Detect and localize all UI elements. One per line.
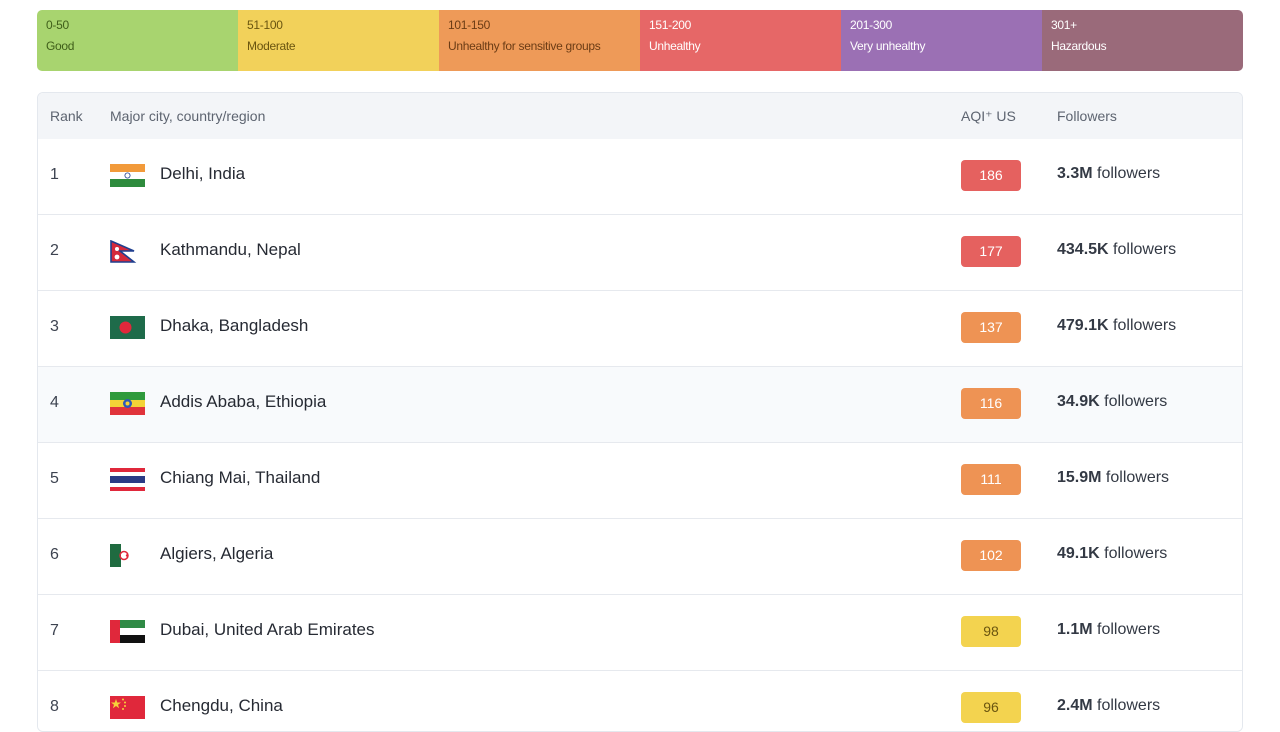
followers-number: 479.1K [1057,317,1109,334]
rank-value: 2 [50,242,59,259]
aqi-category: Good [46,39,75,53]
followers-number: 15.9M [1057,469,1102,486]
table-row[interactable]: 7 Dubai, United Arab Emirates 98 1.1M fo… [38,595,1242,671]
followers-count: 3.3M followers [1057,165,1160,183]
followers-number: 3.3M [1057,165,1093,182]
city-ranking-table: Rank Major city, country/region AQI⁺ US … [37,92,1243,732]
followers-number: 434.5K [1057,241,1109,258]
ethiopia-flag-icon [110,392,145,415]
rank-value: 6 [50,546,59,563]
city-link[interactable]: Kathmandu, Nepal [160,240,301,259]
city-link[interactable]: Addis Ababa, Ethiopia [160,392,327,411]
city-link[interactable]: Chiang Mai, Thailand [160,468,321,487]
city-link[interactable]: Delhi, India [160,164,246,183]
nepal-flag-icon [110,240,145,263]
city-link[interactable]: Algiers, Algeria [160,544,274,563]
aqi-scale-moderate: 51-100 Moderate [238,10,439,71]
followers-number: 2.4M [1057,697,1093,714]
aqi-badge: 177 [961,236,1021,267]
rank-value: 3 [50,318,59,335]
followers-count: 34.9K followers [1057,393,1167,411]
followers-suffix: followers [1099,393,1168,410]
followers-count: 1.1M followers [1057,621,1160,639]
followers-suffix: followers [1108,317,1177,334]
aqi-badge: 137 [961,312,1021,343]
uae-flag-icon [110,620,145,643]
aqi-scale-good: 0-50 Good [37,10,238,71]
followers-suffix: followers [1099,545,1168,562]
aqi-range: 101-150 [448,18,490,32]
followers-count: 479.1K followers [1057,317,1176,335]
table-row[interactable]: 1 Delhi, India 186 3.3M followers [38,139,1242,215]
city-column-header[interactable]: Major city, country/region [110,108,266,124]
aqi-scale-unhealthy-sensitive: 101-150 Unhealthy for sensitive groups [439,10,640,71]
followers-suffix: followers [1092,165,1161,182]
rank-column-header[interactable]: Rank [50,108,83,124]
table-row[interactable]: 4 Addis Ababa, Ethiopia 116 34.9K follow… [38,367,1242,443]
rank-value: 1 [50,166,59,183]
thailand-flag-icon [110,468,145,491]
aqi-range: 301+ [1051,18,1077,32]
table-row[interactable]: 2 Kathmandu, Nepal 177 434.5K followers [38,215,1242,291]
aqi-badge: 111 [961,464,1021,495]
rank-value: 5 [50,470,59,487]
followers-number: 1.1M [1057,621,1093,638]
aqi-scale-unhealthy: 151-200 Unhealthy [640,10,841,71]
algeria-flag-icon [110,544,145,567]
aqi-range: 201-300 [850,18,892,32]
aqi-badge: 96 [961,692,1021,723]
bangladesh-flag-icon [110,316,145,339]
aqi-category: Unhealthy for sensitive groups [448,39,601,53]
followers-count: 2.4M followers [1057,697,1160,715]
city-link[interactable]: Chengdu, China [160,696,283,715]
aqi-range: 151-200 [649,18,691,32]
followers-suffix: followers [1092,697,1161,714]
table-row[interactable]: 6 Algiers, Algeria 102 49.1K followers [38,519,1242,595]
followers-count: 49.1K followers [1057,545,1167,563]
table-row[interactable]: 8 Chengdu, China 96 2.4M followers [38,671,1242,731]
rank-value: 8 [50,698,59,715]
followers-number: 34.9K [1057,393,1100,410]
aqi-range: 51-100 [247,18,283,32]
aqi-category: Hazardous [1051,39,1107,53]
india-flag-icon [110,164,145,187]
followers-column-header[interactable]: Followers [1057,108,1117,124]
followers-number: 49.1K [1057,545,1100,562]
aqi-badge: 102 [961,540,1021,571]
table-row[interactable]: 3 Dhaka, Bangladesh 137 479.1K followers [38,291,1242,367]
aqi-category: Unhealthy [649,39,701,53]
aqi-scale-legend: 0-50 Good 51-100 Moderate 101-150 Unhealthy… [37,10,1243,71]
followers-suffix: followers [1108,241,1177,258]
aqi-category: Very unhealthy [850,39,926,53]
aqi-badge: 98 [961,616,1021,647]
rank-value: 7 [50,622,59,639]
aqi-badge: 116 [961,388,1021,419]
table-row[interactable]: 5 Chiang Mai, Thailand 111 15.9M followe… [38,443,1242,519]
city-link[interactable]: Dhaka, Bangladesh [160,316,309,335]
followers-count: 15.9M followers [1057,469,1169,487]
city-link[interactable]: Dubai, United Arab Emirates [160,620,375,639]
aqi-badge: 186 [961,160,1021,191]
followers-count: 434.5K followers [1057,241,1176,259]
aqi-column-header[interactable]: AQI⁺ US [961,108,1016,124]
aqi-range: 0-50 [46,18,69,32]
china-flag-icon [110,696,145,719]
aqi-category: Moderate [247,39,296,53]
aqi-scale-hazardous: 301+ Hazardous [1042,10,1243,71]
table-header: Rank Major city, country/region AQI⁺ US … [38,93,1242,139]
rank-value: 4 [50,394,59,411]
aqi-scale-very-unhealthy: 201-300 Very unhealthy [841,10,1042,71]
followers-suffix: followers [1101,469,1170,486]
followers-suffix: followers [1092,621,1161,638]
